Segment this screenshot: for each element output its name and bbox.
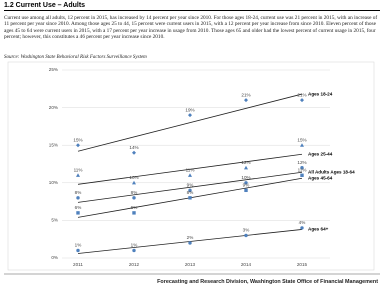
marker [300, 98, 304, 103]
source: Source: Washington State Behavioral Risk… [4, 55, 147, 60]
data-label: 10% [129, 175, 138, 180]
marker [244, 188, 248, 193]
data-label: 11% [298, 167, 307, 172]
paragraph: Current use among all adults, 12 percent… [4, 15, 378, 41]
trend-line [77, 153, 303, 185]
marker [188, 113, 192, 118]
marker [132, 150, 136, 155]
data-label: 12% [297, 160, 306, 165]
data-label: 11% [74, 167, 83, 172]
y-tick-label: 5% [51, 218, 58, 223]
data-label: 9% [243, 183, 250, 188]
marker [188, 241, 192, 245]
marker [244, 98, 248, 103]
y-tick-label: 20% [49, 105, 58, 110]
data-label: 12% [241, 160, 250, 165]
marker [244, 233, 248, 238]
data-label: 6% [131, 205, 138, 210]
marker [300, 173, 304, 177]
data-label: 9% [187, 183, 194, 188]
marker [300, 166, 304, 170]
series-label: Ages 18-24 [308, 91, 333, 96]
data-label: 2% [187, 235, 194, 240]
marker [188, 196, 192, 200]
data-label: 8% [131, 190, 138, 195]
data-label: 1% [75, 243, 82, 248]
chart-border [7, 61, 375, 271]
x-tick-label: 2014 [241, 262, 252, 267]
marker [132, 211, 136, 215]
data-label: 11% [186, 167, 195, 172]
x-tick-label: 2015 [297, 262, 308, 267]
y-tick-label: 10% [49, 180, 58, 185]
data-label: 3% [243, 228, 250, 233]
marker [76, 248, 80, 253]
data-label: 1% [131, 243, 138, 248]
trend-line [77, 171, 303, 203]
data-label: 19% [185, 107, 194, 112]
series-label: Ages 64+ [308, 227, 329, 232]
marker [244, 165, 248, 170]
section-title: 1.2 Current Use – Adults [4, 2, 380, 11]
marker [244, 181, 248, 185]
data-label: 15% [297, 137, 306, 142]
marker [188, 173, 192, 177]
data-label: 8% [75, 190, 82, 195]
marker [132, 196, 136, 200]
y-tick-label: 0% [51, 255, 58, 260]
data-label: 21% [241, 92, 250, 97]
marker [76, 196, 80, 200]
marker [76, 143, 80, 148]
data-label: 6% [75, 205, 82, 210]
marker [300, 143, 304, 147]
data-label: 14% [129, 145, 138, 150]
data-label: 21% [297, 92, 306, 97]
x-tick-label: 2012 [129, 262, 140, 267]
marker [132, 248, 136, 253]
marker [76, 173, 80, 177]
trend-line [77, 93, 303, 152]
y-tick-label: 25% [49, 67, 58, 72]
series-label: All Adults Ages 18-64 [308, 169, 355, 174]
marker [132, 180, 136, 185]
y-tick-label: 15% [49, 142, 58, 147]
series-label: Ages 25-44 [308, 151, 333, 156]
marker [76, 211, 80, 215]
data-label: 15% [73, 137, 82, 142]
marker [188, 188, 192, 193]
series-label: Ages 45-64 [308, 176, 333, 181]
data-label: 8% [187, 190, 194, 195]
data-label: 4% [299, 220, 306, 225]
x-tick-label: 2011 [73, 262, 83, 267]
marker [300, 226, 304, 230]
data-label: 10% [241, 175, 250, 180]
footer: Forecasting and Research Division, Washi… [157, 279, 378, 285]
x-tick-label: 2013 [185, 262, 196, 267]
